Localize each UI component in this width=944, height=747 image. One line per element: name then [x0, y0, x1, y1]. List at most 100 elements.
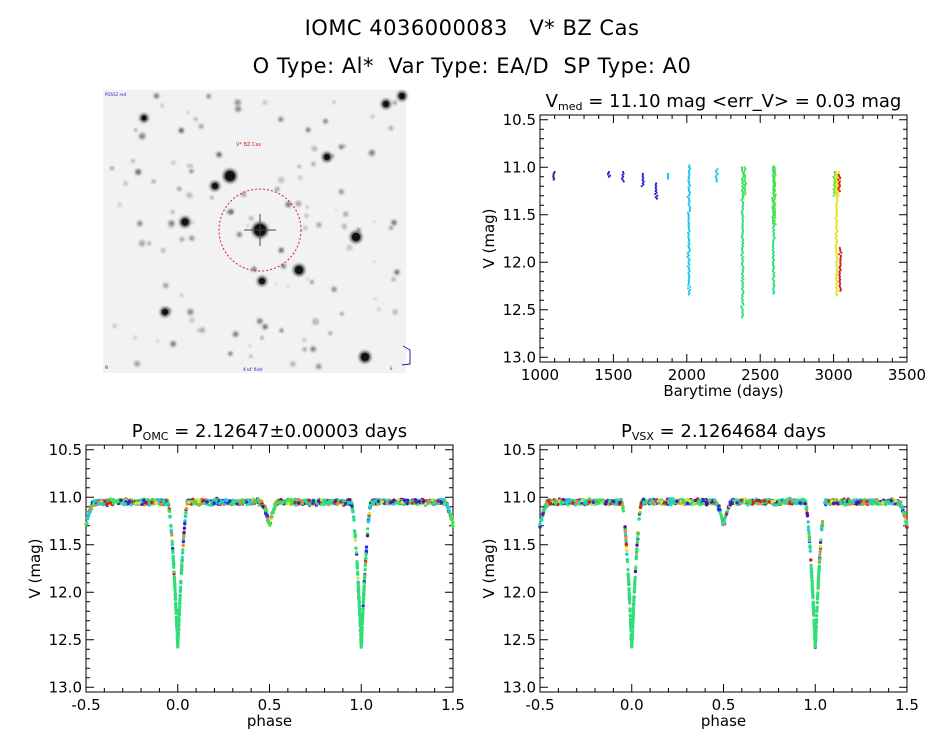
- phase-point: [440, 501, 444, 505]
- phase-point: [179, 580, 183, 584]
- phase-point: [182, 526, 187, 530]
- phase-point: [685, 501, 690, 505]
- lightcurve-point: [772, 259, 776, 262]
- phase-point: [91, 502, 96, 507]
- phase-point: [228, 499, 232, 503]
- phase-point: [360, 634, 364, 638]
- y-tick-label: 11.5: [49, 536, 82, 554]
- phase-point: [363, 563, 367, 568]
- phase-point: [181, 537, 185, 541]
- lightcurve-point: [835, 292, 838, 295]
- phase-point: [811, 602, 815, 606]
- sky-star: [290, 361, 296, 367]
- phase-point: [173, 579, 177, 583]
- lightcurve-point: [687, 178, 690, 181]
- lightcurve-point: [743, 180, 747, 183]
- phase-point: [564, 500, 569, 504]
- phase-point: [842, 498, 847, 503]
- sky-star: [199, 327, 205, 333]
- phase-point: [804, 506, 808, 511]
- phase-point: [426, 499, 430, 503]
- phase-point: [405, 498, 410, 502]
- phase-point: [816, 582, 820, 586]
- phase-point: [584, 501, 588, 505]
- lightcurve-point: [773, 167, 776, 170]
- lightcurve-point: [832, 183, 835, 186]
- sky-star: [187, 164, 190, 167]
- lightcurve-point: [741, 213, 744, 216]
- phase-point: [815, 614, 819, 618]
- lightcurve-point: [689, 184, 692, 187]
- sky-star: [373, 220, 376, 223]
- x-tick-label: 1.5: [895, 696, 919, 714]
- y-axis-label: V (mag): [26, 538, 44, 598]
- phase-point: [417, 499, 422, 504]
- sky-star: [389, 226, 393, 230]
- lightcurve-point: [686, 265, 689, 268]
- phase-point: [618, 500, 622, 505]
- sky-star: [316, 222, 322, 228]
- lightcurve-point: [839, 262, 842, 265]
- sky-star: [346, 244, 353, 251]
- phase-point: [772, 499, 777, 503]
- phase-point: [807, 529, 811, 533]
- phase-point: [713, 498, 717, 502]
- phase-point: [180, 558, 184, 562]
- phase-point: [300, 500, 304, 504]
- phase-point: [634, 554, 639, 558]
- sky-star: [286, 285, 289, 288]
- lightcurve-point: [741, 200, 745, 204]
- phase-point: [580, 498, 584, 503]
- lightcurve-point: [772, 240, 775, 243]
- sky-star: [332, 101, 336, 104]
- phase-point: [269, 515, 273, 519]
- x-tick-label: 2000: [668, 366, 706, 384]
- phase-point: [775, 503, 780, 507]
- phase-point: [172, 565, 176, 570]
- lightcurve-point: [688, 181, 691, 184]
- lightcurve-point: [742, 245, 745, 248]
- phase-point: [362, 594, 366, 599]
- lightcurve-point: [688, 209, 692, 213]
- plot-title: Vmed = 11.10 mag <err_V> = 0.03 mag: [546, 91, 902, 113]
- phase-point: [749, 499, 753, 504]
- phase-point: [128, 500, 132, 504]
- lightcurve-point: [640, 185, 643, 188]
- y-tick-label: 13.0: [503, 348, 536, 366]
- phase-point: [814, 618, 819, 622]
- lightcurve-point: [655, 191, 658, 194]
- phase-point: [176, 642, 180, 646]
- lightcurve-point: [716, 168, 719, 171]
- sky-star: [139, 133, 146, 140]
- lightcurve-point: [622, 180, 625, 183]
- lightcurve-point: [741, 212, 744, 215]
- lightcurve-point: [741, 248, 744, 251]
- plot-title-rest: = 2.1264684 days: [654, 421, 826, 442]
- phase-point: [359, 643, 363, 647]
- lightcurve-point: [688, 243, 691, 246]
- sky-star: [338, 189, 344, 195]
- phase-point: [297, 501, 301, 505]
- sky-star: [134, 360, 140, 367]
- sky-star: [230, 210, 233, 213]
- lightcurve-point: [607, 175, 611, 178]
- lightcurve-point: [687, 219, 690, 222]
- phase-point: [816, 593, 820, 597]
- y-tick-label: 11.0: [49, 488, 82, 506]
- phase-point: [818, 552, 822, 557]
- sky-star: [186, 111, 190, 114]
- lightcurve-point: [742, 265, 745, 268]
- phase-point: [357, 591, 361, 595]
- sky-star: [331, 154, 335, 158]
- lightcurve-point: [688, 269, 691, 272]
- phase-point: [357, 597, 361, 601]
- phase-point: [173, 589, 177, 593]
- phase-point: [351, 509, 355, 514]
- sky-star: [226, 211, 229, 214]
- phase-point: [366, 519, 371, 524]
- phase-point: [451, 520, 455, 525]
- x-tick-label: 1.0: [803, 696, 827, 714]
- lightcurve-point: [773, 215, 776, 218]
- lightcurve-point: [741, 309, 744, 313]
